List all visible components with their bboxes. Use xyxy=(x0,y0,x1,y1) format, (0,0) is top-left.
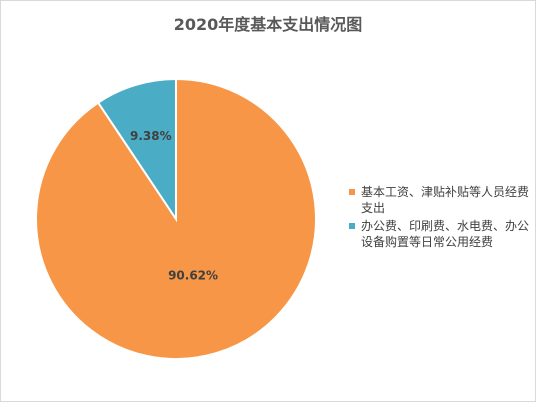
legend-swatch-public xyxy=(349,223,355,229)
legend-item-public: 办公费、印刷费、水电费、办公设备购置等日常公用经费 xyxy=(349,218,529,250)
pie-data-labels: 90.62% 9.38% xyxy=(130,129,218,282)
data-label-personnel: 90.62% xyxy=(168,268,218,282)
data-label-public: 9.38% xyxy=(130,129,172,143)
legend-swatch-personnel xyxy=(349,189,355,195)
legend-label-public: 办公费、印刷费、水电费、办公设备购置等日常公用经费 xyxy=(361,219,530,249)
pie-slices xyxy=(35,77,317,360)
legend-label-personnel: 基本工资、津贴补贴等人员经费支出 xyxy=(361,185,530,215)
legend: 基本工资、津贴补贴等人员经费支出 办公费、印刷费、水电费、办公设备购置等日常公用… xyxy=(349,184,529,252)
legend-item-personnel: 基本工资、津贴补贴等人员经费支出 xyxy=(349,184,529,216)
pie-slice-public xyxy=(96,77,177,223)
chart-title: 2020年度基本支出情况图 xyxy=(173,15,363,34)
